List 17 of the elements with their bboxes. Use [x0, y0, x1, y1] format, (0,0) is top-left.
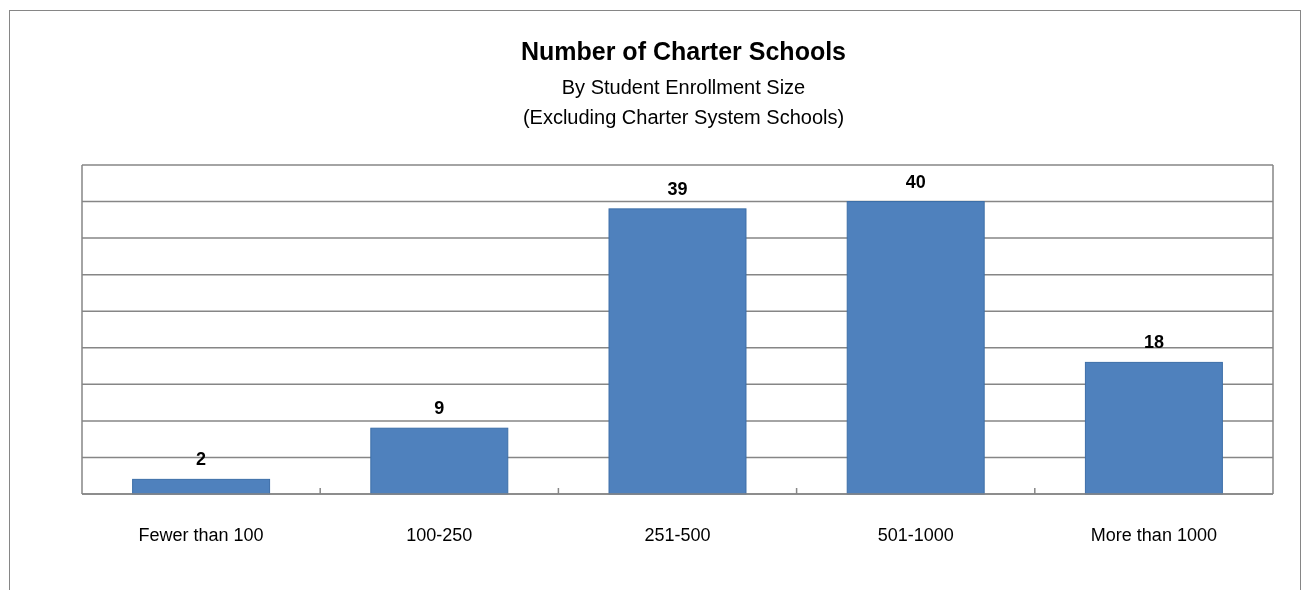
x-tick-label: Fewer than 100 — [138, 525, 264, 545]
x-tick-label: 100-250 — [406, 525, 473, 545]
x-tick-label: 501-1000 — [877, 525, 954, 545]
bar — [370, 427, 509, 495]
data-label: 40 — [905, 171, 926, 192]
x-tick-label: More than 1000 — [1090, 525, 1217, 545]
data-label: 18 — [1143, 332, 1164, 353]
bar — [1084, 361, 1223, 495]
bar — [846, 201, 985, 495]
x-tick-label: 251-500 — [644, 525, 711, 545]
data-label: 2 — [196, 449, 207, 470]
chart-subtitle: By Student Enrollment Size (Excluding Charter System Schools) — [522, 76, 845, 128]
data-label: 39 — [667, 178, 688, 199]
bar — [608, 208, 747, 495]
chart-title: Number of Charter Schools — [520, 37, 847, 65]
data-label: 9 — [434, 398, 445, 419]
bar — [132, 478, 271, 495]
